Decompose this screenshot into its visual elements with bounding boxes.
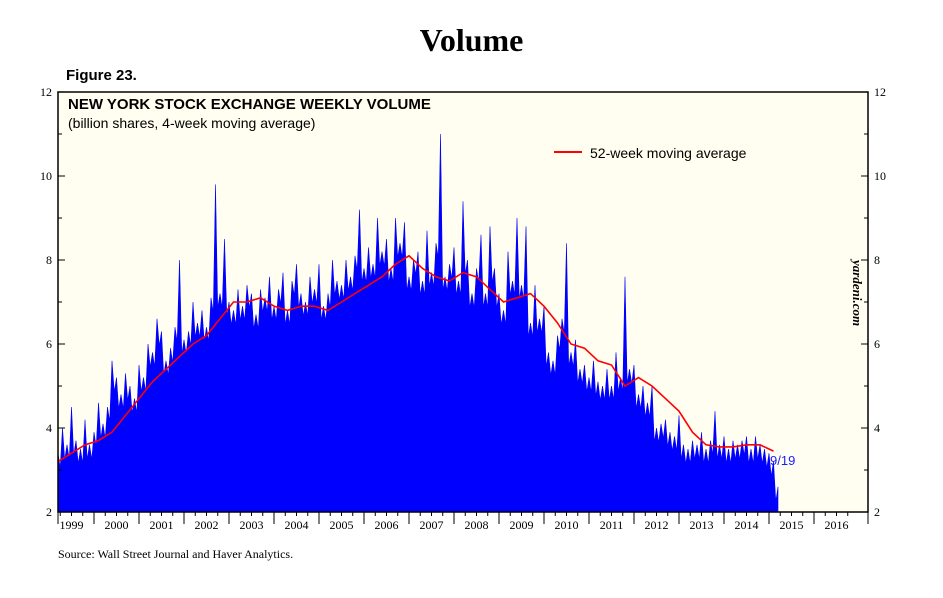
x-tick-label: 2010: [555, 518, 579, 532]
y-tick-label-left: 6: [46, 337, 52, 351]
legend-label-moving-average: 52-week moving average: [590, 145, 747, 161]
volume-area: [57, 133, 779, 513]
y-tick-label-right: 2: [874, 505, 880, 519]
x-tick-label: 2006: [375, 518, 399, 532]
x-tick-label: 2015: [780, 518, 804, 532]
x-tick-label: 2016: [825, 518, 849, 532]
x-tick-label: 2005: [330, 518, 354, 532]
x-tick-label: 2001: [150, 518, 174, 532]
y-tick-label-left: 10: [40, 169, 52, 183]
y-tick-label-left: 12: [40, 85, 52, 99]
source-note: Source: Wall Street Journal and Haver An…: [58, 547, 294, 561]
x-tick-label: 2011: [600, 518, 624, 532]
y-tick-label-left: 8: [46, 253, 52, 267]
volume-area-layer: [57, 133, 779, 513]
end-date-label: 9/19: [770, 453, 795, 468]
y-tick-label-left: 4: [46, 421, 52, 435]
x-tick-label: 1999: [60, 518, 84, 532]
x-tick-label: 2013: [690, 518, 714, 532]
x-tick-label: 2009: [510, 518, 534, 532]
y-tick-label-right: 8: [874, 253, 880, 267]
x-tick-label: 2007: [420, 518, 444, 532]
x-tick-label: 2002: [195, 518, 219, 532]
figure-label: Figure 23.: [66, 67, 137, 84]
y-tick-label-right: 12: [874, 85, 886, 99]
x-tick-label: 2012: [645, 518, 669, 532]
y-tick-label-right: 4: [874, 421, 880, 435]
watermark: yardeni.com: [850, 258, 865, 326]
y-tick-label-right: 10: [874, 169, 886, 183]
legend: 52-week moving average: [554, 145, 747, 161]
y-tick-label-right: 6: [874, 337, 880, 351]
chart-title: NEW YORK STOCK EXCHANGE WEEKLY VOLUME: [68, 96, 431, 113]
page-title: Volume: [419, 22, 524, 58]
moving-average-layer: [57, 254, 774, 463]
x-tick-label: 2003: [240, 518, 264, 532]
x-tick-label: 2008: [465, 518, 489, 532]
x-tick-label: 2000: [105, 518, 129, 532]
x-tick-label: 2014: [735, 518, 759, 532]
x-tick-label: 2004: [285, 518, 309, 532]
axis-layer: 2 2 4 4 6 6 8 8 10 10 12 12 1999 2000 2001 2002 2003 2004…: [40, 85, 886, 532]
y-tick-label-left: 2: [46, 505, 52, 519]
chart-subtitle: (billion shares, 4-week moving average): [68, 115, 315, 131]
moving-average-line: [57, 254, 774, 463]
